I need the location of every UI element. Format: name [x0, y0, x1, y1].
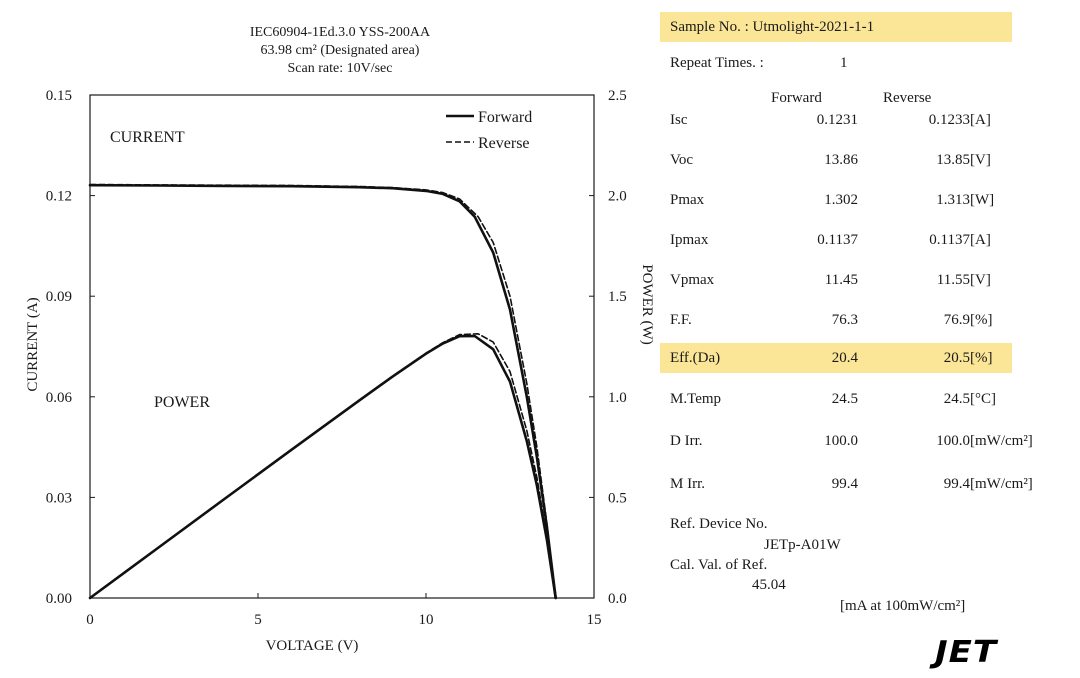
- row-unit: [°C]: [970, 391, 996, 407]
- x-tick-label: 0: [86, 612, 94, 628]
- cal-val-value: 45.04: [752, 577, 786, 593]
- row-unit: [mW/cm²]: [970, 433, 1033, 449]
- row-unit: [mW/cm²]: [970, 476, 1033, 492]
- y-right-tick-label: 1.5: [608, 289, 627, 305]
- repeat-value: 1: [840, 55, 848, 71]
- row-unit: [V]: [970, 272, 991, 288]
- cal-unit: [mA at 100mW/cm²]: [840, 598, 966, 614]
- row-label: M Irr.: [670, 476, 705, 492]
- result-row-d-irr: D Irr. 100.0 100.0 [mW/cm²]: [660, 426, 1033, 456]
- power-annotation: POWER: [154, 394, 210, 411]
- chart-title-line: 63.98 cm² (Designated area): [260, 43, 420, 58]
- row-label: Ipmax: [670, 232, 709, 248]
- column-header-forward: Forward: [771, 90, 822, 106]
- ref-device-label: Ref. Device No.: [670, 516, 768, 532]
- legend-label-reverse: Reverse: [478, 135, 530, 152]
- row-forward-value: 11.45: [824, 272, 858, 288]
- series-line-current-reverse: [89, 183, 557, 599]
- y-left-axis-label: CURRENT (A): [25, 297, 41, 391]
- row-label: Vpmax: [670, 272, 715, 288]
- chart-title-line: IEC60904-1Ed.3.0 YSS-200AA: [249, 25, 431, 40]
- y-left-tick-label: 0.00: [46, 591, 72, 607]
- row-unit: [W]: [970, 192, 995, 208]
- row-label: Voc: [670, 152, 694, 168]
- row-label: M.Temp: [670, 391, 722, 407]
- x-tick-label: 5: [254, 612, 262, 628]
- row-reverse-value: 76.9: [943, 312, 970, 328]
- row-label: Pmax: [670, 192, 705, 208]
- series-line-power-forward: [88, 334, 558, 600]
- x-tick-label: 10: [419, 612, 434, 628]
- row-reverse-value: 100.0: [936, 433, 970, 449]
- y-left-tick-label: 0.12: [46, 189, 72, 205]
- row-label: F.F.: [670, 312, 692, 328]
- x-axis-label: VOLTAGE (V): [266, 638, 359, 654]
- row-reverse-value: 99.4: [943, 476, 970, 492]
- row-reverse-value: 1.313: [936, 192, 970, 208]
- y-right-axis-label: POWER (W): [639, 264, 655, 344]
- y-right-tick-label: 2.0: [608, 189, 627, 205]
- y-right-tick-label: 2.5: [608, 88, 627, 104]
- row-forward-value: 100.0: [824, 433, 858, 449]
- row-reverse-value: 20.5: [943, 350, 970, 366]
- y-right-tick-label: 0.0: [608, 591, 627, 607]
- row-forward-value: 0.1137: [817, 232, 858, 248]
- y-left-tick-label: 0.03: [46, 490, 72, 506]
- row-forward-value: 13.86: [824, 152, 858, 168]
- row-reverse-value: 0.1137: [929, 232, 970, 248]
- result-row-ipmax: Ipmax 0.1137 0.1137 [A]: [660, 225, 1012, 255]
- row-unit: [%]: [970, 312, 993, 328]
- row-reverse-value: 24.5: [943, 391, 970, 407]
- row-forward-value: 76.3: [831, 312, 858, 328]
- row-forward-value: 99.4: [831, 476, 858, 492]
- row-label: Isc: [670, 112, 688, 128]
- row-label: Eff.(Da): [670, 350, 721, 366]
- row-unit: [%]: [970, 350, 993, 366]
- sample-row: Sample No. : Utmolight-2021-1-1: [660, 12, 1012, 42]
- plot-frame: [89, 94, 595, 599]
- row-label: D Irr.: [670, 433, 703, 449]
- chart-title: IEC60904-1Ed.3.0 YSS-200AA 63.98 cm² (De…: [140, 24, 540, 78]
- y-right-tick-label: 0.5: [608, 490, 627, 506]
- result-row-voc: Voc 13.86 13.85 [V]: [660, 145, 1012, 175]
- results-panel: Sample No. : Utmolight-2021-1-1 Repeat T…: [660, 0, 1080, 678]
- row-forward-value: 24.5: [831, 391, 858, 407]
- row-forward-value: 20.4: [831, 350, 858, 366]
- row-unit: [V]: [970, 152, 991, 168]
- y-left-tick-label: 0.15: [46, 88, 72, 104]
- row-reverse-value: 0.1233: [928, 112, 970, 128]
- cal-val-label: Cal. Val. of Ref.: [670, 557, 768, 573]
- chart-title-line: Scan rate: 10V/sec: [287, 61, 393, 76]
- repeat-label: Repeat Times. :: [670, 55, 764, 71]
- x-tick-label: 15: [587, 612, 602, 628]
- result-row-f-f: F.F. 76.3 76.9 [%]: [660, 305, 1012, 335]
- ref-device-value: JETp-A01W: [764, 537, 841, 553]
- current-annotation: CURRENT: [110, 129, 185, 146]
- result-row-pmax: Pmax 1.302 1.313 [W]: [660, 185, 1012, 215]
- y-right-tick-label: 1.0: [608, 390, 627, 406]
- result-row-m-temp: M.Temp 24.5 24.5 [°C]: [660, 384, 1012, 414]
- series-line-current-forward: [88, 183, 558, 600]
- jet-logo: JET: [935, 634, 998, 670]
- result-row-vpmax: Vpmax 11.45 11.55 [V]: [660, 265, 1012, 295]
- result-row-isc: Isc 0.1231 0.1233 [A]: [660, 105, 1012, 135]
- row-forward-value: 1.302: [824, 192, 858, 208]
- legend-label-forward: Forward: [478, 109, 532, 126]
- row-unit: [A]: [970, 232, 991, 248]
- column-header-reverse: Reverse: [883, 90, 932, 106]
- series-line-power-reverse: [89, 332, 557, 599]
- result-row-m-irr: M Irr. 99.4 99.4 [mW/cm²]: [660, 469, 1033, 499]
- row-unit: [A]: [970, 112, 991, 128]
- iv-curve-chart: 0 5 10 15 0.00 0.03 0.06 0.09 0.12 0.15 0.0 0.5 1.0 1…: [25, 88, 655, 654]
- y-left-tick-label: 0.06: [46, 390, 73, 406]
- y-left-tick-label: 0.09: [46, 289, 72, 305]
- row-reverse-value: 13.85: [936, 152, 970, 168]
- row-forward-value: 0.1231: [816, 112, 858, 128]
- sample-label: Sample No. : Utmolight-2021-1-1: [670, 19, 875, 35]
- row-reverse-value: 11.55: [936, 272, 970, 288]
- result-row-eff-da: Eff.(Da) 20.4 20.5 [%]: [660, 343, 1012, 373]
